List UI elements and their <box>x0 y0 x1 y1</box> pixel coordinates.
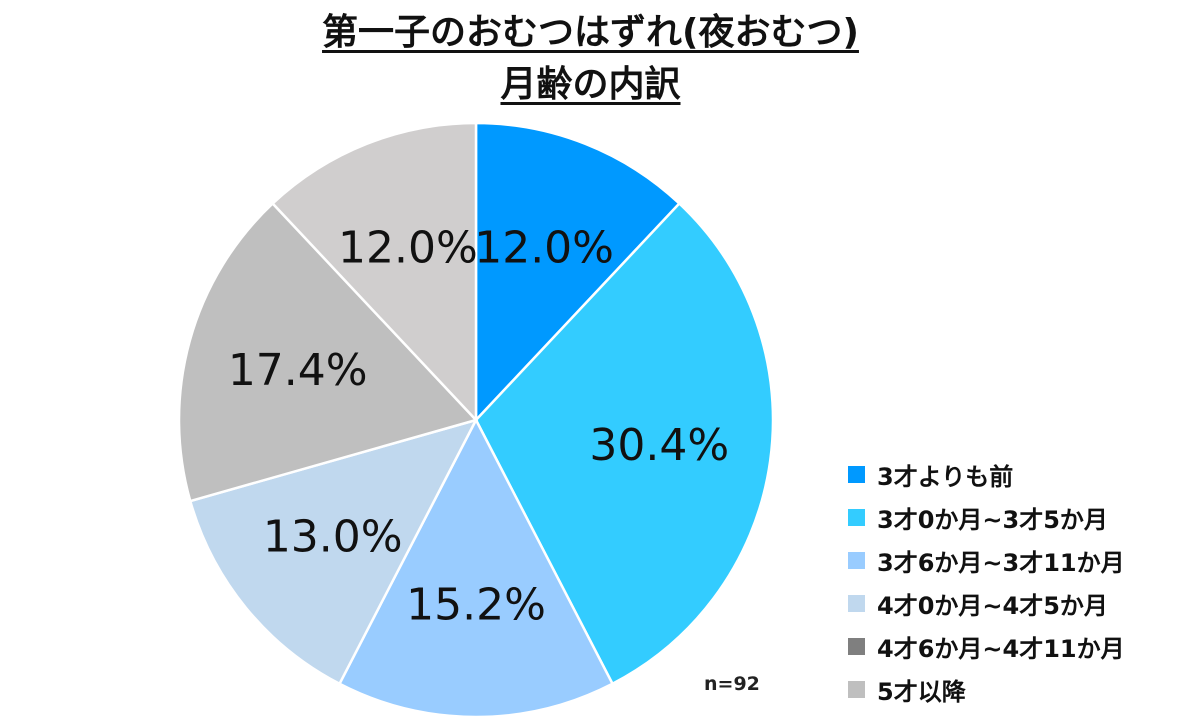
legend-swatch <box>848 465 865 483</box>
slice-value-label: 30.4% <box>589 420 729 471</box>
pie-slice <box>474 121 682 424</box>
slice-value-label: 12.0% <box>338 222 478 273</box>
legend-item: 3才よりも前 <box>848 456 1125 492</box>
pie-slice <box>177 201 479 503</box>
pie-slices <box>177 121 775 719</box>
pie-slice <box>337 417 615 719</box>
pie-slice <box>270 121 478 424</box>
legend-swatch <box>848 637 865 655</box>
legend-label: 4才6か月~4才11か月 <box>877 634 1125 663</box>
legend-label: 5才以降 <box>877 677 966 706</box>
pie-slice <box>188 418 479 686</box>
slice-value-label: 13.0% <box>263 512 403 563</box>
pie-slice <box>474 201 775 686</box>
slice-value-label: 12.0% <box>474 222 614 273</box>
legend-label: 3才よりも前 <box>877 462 1014 491</box>
legend-item: 4才6か月~4才11か月 <box>848 628 1125 664</box>
chart-title-line1: 第一子のおむつはずれ(夜おむつ) <box>322 12 859 53</box>
legend-label: 3才6か月~3才11か月 <box>877 548 1125 577</box>
legend-label: 4才0か月~4才5か月 <box>877 591 1108 620</box>
legend-item: 3才6か月~3才11か月 <box>848 542 1125 578</box>
legend-swatch <box>848 594 865 612</box>
legend-item: 3才0か月~3才5か月 <box>848 499 1125 535</box>
legend: 3才よりも前 3才0か月~3才5か月 3才6か月~3才11か月 4才0か月~4才… <box>848 456 1125 714</box>
legend-swatch <box>848 551 865 569</box>
legend-swatch <box>848 508 865 526</box>
legend-item: 4才0か月~4才5か月 <box>848 585 1125 621</box>
legend-swatch <box>848 680 865 698</box>
legend-label: 3才0か月~3才5か月 <box>877 505 1108 534</box>
chart-title-line2: 月齢の内訳 <box>500 64 681 105</box>
slice-value-label: 15.2% <box>406 580 546 631</box>
pie-data-labels: 12.0% 30.4% 15.2%13.0% 17.4% 12.0% <box>228 222 729 630</box>
legend-item: 5才以降 <box>848 671 1125 707</box>
slice-value-label: 17.4% <box>228 345 368 396</box>
sample-size-note: n=92 <box>704 673 760 695</box>
